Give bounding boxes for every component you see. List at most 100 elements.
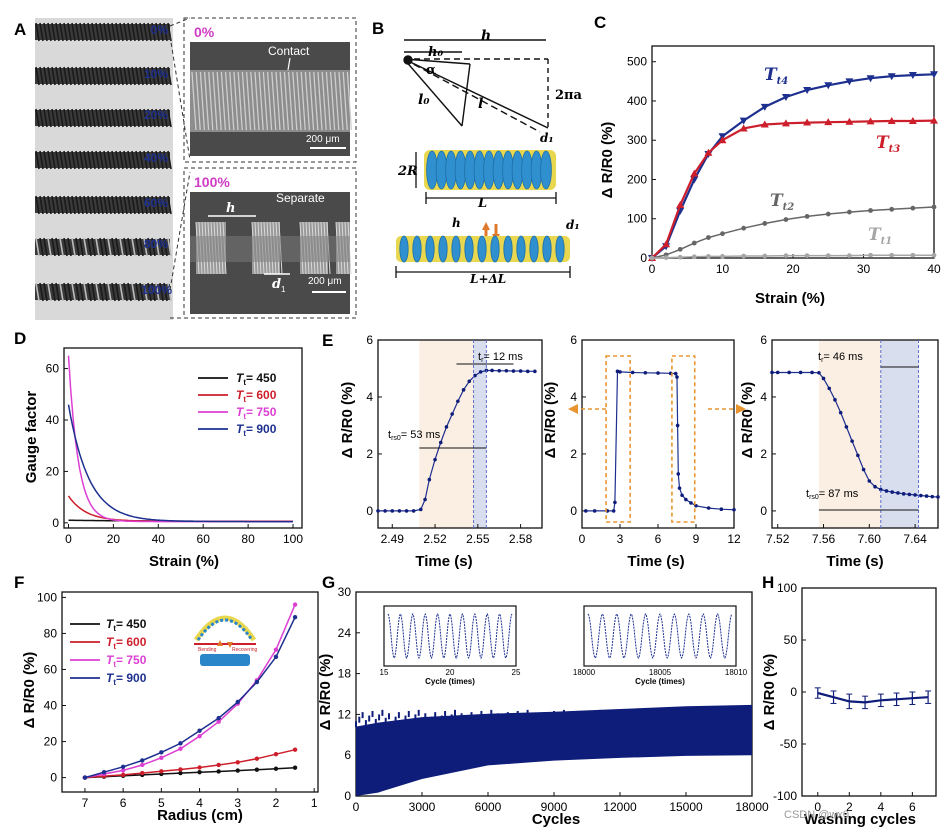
strip-turn [163, 66, 168, 86]
y-tick-label: 20 [44, 735, 58, 749]
x-tick-label: 4 [877, 800, 884, 814]
sem-image-100pct: 100% Separate h d 1 200 μm [190, 174, 352, 314]
strip-turn [115, 282, 120, 302]
strip-turn [55, 22, 60, 42]
strip-turn [155, 282, 160, 302]
data-point [884, 489, 889, 493]
sem-fiber-turn [233, 71, 239, 131]
sem-fiber-turn [271, 71, 277, 131]
strip-turn [95, 108, 100, 128]
legend-label: Tt= 450 [236, 371, 277, 387]
chart-e3-recovery-time: 7.52 7.56 7.60 7.64 0 2 4 6 [760, 333, 940, 546]
sem-fiber-turn [329, 71, 336, 131]
data-point [762, 253, 768, 259]
strip-turn [71, 282, 76, 302]
data-point [423, 497, 427, 502]
data-point [783, 217, 789, 222]
sem-fiber-turn [275, 71, 281, 131]
data-point [690, 169, 699, 177]
data-point [254, 767, 260, 772]
inset-tick-label: 25 [512, 668, 521, 677]
strip-turn [63, 66, 68, 86]
coil-turn [516, 235, 526, 263]
chart-f-bending-inset: Bending Recovering [193, 615, 258, 666]
data-point [889, 206, 895, 212]
chart-e1-ylabel: Δ R/R0 (%) [339, 382, 356, 459]
y-tick-label: 60 [46, 362, 60, 376]
data-point [518, 369, 523, 373]
data-point [273, 654, 279, 660]
panel-label-c: C [594, 13, 606, 32]
strip-turn [35, 282, 40, 302]
data-point [866, 75, 875, 83]
strip-turn [99, 237, 104, 257]
strip-turn [79, 108, 84, 128]
coil-turn [425, 235, 435, 263]
label-L-dL: L+ΔL [469, 272, 506, 286]
sem-fiber-turn [195, 71, 201, 131]
sem-bottom-d-sub: 1 [281, 285, 286, 294]
strip-turn [63, 195, 68, 215]
legend-item-450: Tt= 450 [198, 371, 277, 387]
data-point [798, 370, 803, 375]
y-tick-label: 0 [760, 504, 767, 518]
strip-turn [111, 195, 116, 215]
inset-xlabel: Cycle (times) [635, 677, 685, 686]
strip-turn [131, 282, 136, 302]
strip-turn [43, 195, 48, 215]
data-point [273, 751, 279, 757]
strip-turn [87, 237, 92, 257]
sem-fiber-turn [245, 71, 252, 131]
strain-label-0: 0% [151, 23, 169, 37]
strip-turn [79, 66, 84, 86]
strip-turn [35, 237, 40, 257]
strip-fiber [35, 22, 172, 42]
chart-e-annotations: tr= 12 ms trs0= 53 ms tr= 46 ms trs0= 87… [388, 351, 863, 501]
panel-label-d: D [14, 329, 26, 348]
chart-f-bending-radius: 7 6 5 4 3 2 1 0 20 40 60 80 100 [37, 590, 319, 810]
x-tick-label: 5 [158, 796, 165, 810]
strip-turn [119, 195, 124, 215]
sem-fiber-turn [266, 71, 273, 131]
chart-e3-ylabel: Δ R/R0 (%) [739, 382, 756, 459]
strip-turn [99, 22, 104, 42]
data-point [887, 116, 896, 124]
strain-label-10: 10% [144, 67, 168, 81]
strip-fiber [35, 282, 172, 302]
shade-region [419, 340, 474, 528]
inset-signal [587, 613, 733, 659]
strip-turn [127, 66, 132, 86]
strip-turn [131, 108, 136, 128]
y-tick-label: 2 [760, 447, 767, 461]
strip-turn [127, 195, 132, 215]
data-point [140, 770, 145, 776]
strip-turn [43, 237, 48, 257]
strip-turn [47, 66, 52, 86]
data-point [720, 254, 725, 259]
y-tick-label: 0 [570, 504, 577, 518]
data-point [178, 767, 183, 772]
data-point [611, 509, 616, 513]
legend-item-750: Tt= 750 [70, 653, 147, 669]
y-tick-label: 0 [640, 251, 647, 265]
strip-turn [111, 66, 116, 86]
sem-fiber-turn [334, 71, 340, 131]
strip-turn [119, 237, 124, 257]
x-tick-label: 18000 [735, 800, 769, 814]
data-point [803, 118, 812, 126]
strip-turn [155, 195, 160, 215]
label-h0: h₀ [428, 45, 443, 60]
strip-turn [39, 66, 44, 86]
strip-turn [135, 108, 140, 128]
panel-label-b: B [372, 19, 384, 38]
data-point [936, 495, 940, 499]
data-point [497, 368, 502, 373]
x-tick-label: 9000 [541, 800, 568, 814]
x-tick-label: 0 [65, 532, 72, 546]
e1-trs-annotation: trs0= 53 ms [388, 429, 441, 442]
strip-turn [51, 195, 56, 215]
data-point [216, 762, 221, 768]
strip-turn [127, 237, 132, 257]
plot-frame [801, 587, 937, 797]
